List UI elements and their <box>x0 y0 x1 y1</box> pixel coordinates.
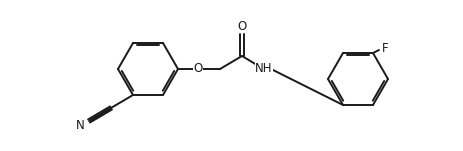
Text: F: F <box>381 42 388 55</box>
Text: O: O <box>237 19 246 32</box>
Text: NH: NH <box>255 63 272 76</box>
Text: N: N <box>75 119 84 132</box>
Text: O: O <box>193 63 202 76</box>
